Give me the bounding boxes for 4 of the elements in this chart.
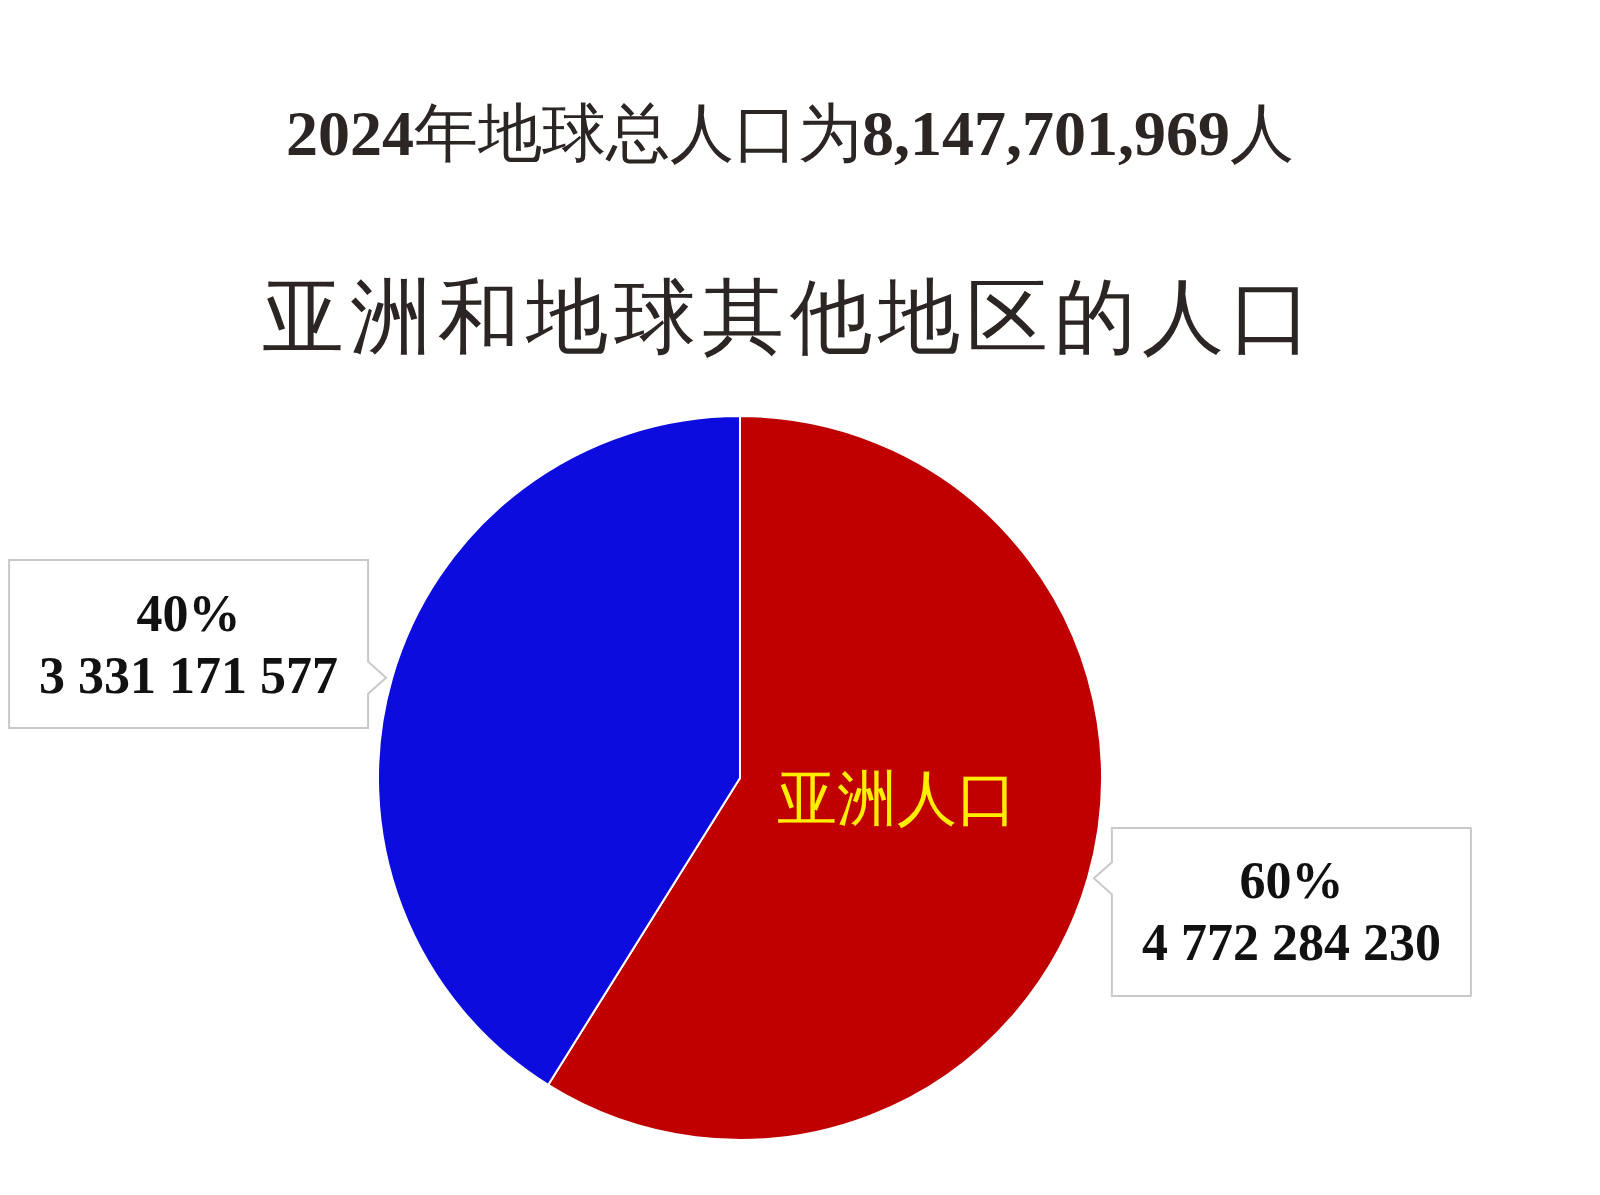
subtitle: 亚洲和地球其他地区的人口 bbox=[262, 272, 1318, 363]
data-label: 60% 4 772 284 230 bbox=[1141, 852, 1441, 972]
data-label: 40% 3 331 171 577 bbox=[39, 584, 339, 704]
title: 2024年地球总人口为8,147,701,969人 bbox=[286, 98, 1294, 169]
